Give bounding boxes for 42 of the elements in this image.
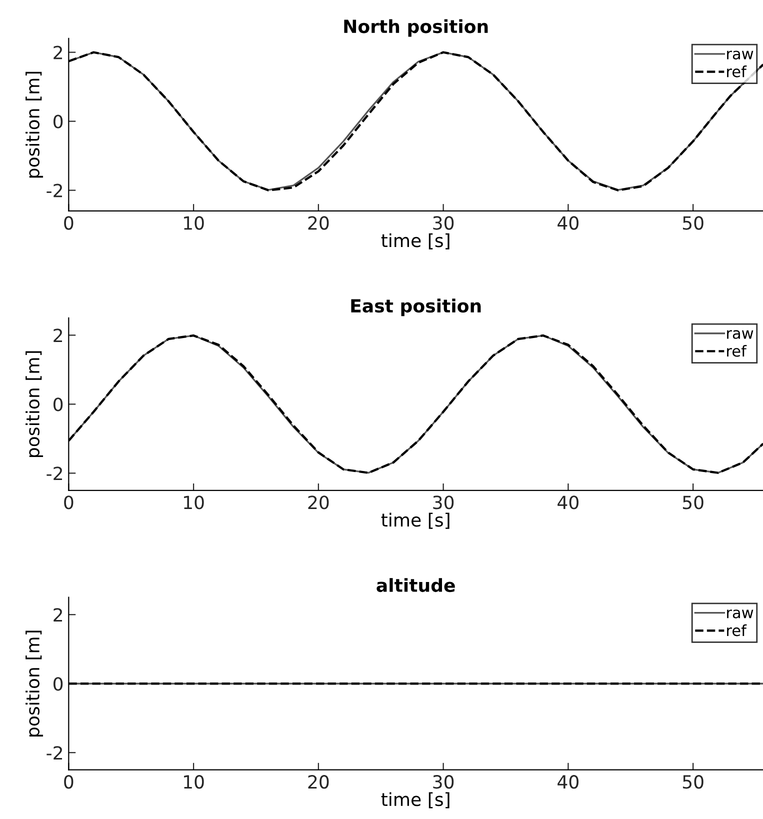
legend-label: raw (727, 50, 754, 60)
x-tick-label: 50 (682, 216, 704, 230)
x-tick-label: 50 (682, 775, 704, 789)
chart-title: altitude (376, 578, 455, 592)
y-tick-label: -2 (46, 466, 62, 480)
x-tick-label: 0 (64, 216, 74, 230)
x-tick-label: 30 (433, 216, 454, 230)
x-tick-label: 0 (64, 775, 74, 789)
x-tick-label: 20 (308, 496, 329, 510)
chart-title: East position (351, 298, 481, 316)
x-tick-label: 40 (558, 216, 578, 230)
x-tick-label: 30 (433, 496, 454, 510)
x-tick-label: 40 (558, 496, 578, 510)
y-tick-label: 2 (54, 328, 62, 342)
y-tick-label: 2 (54, 46, 62, 60)
y-axis-title: position [m] (26, 351, 44, 458)
y-tick-label: 2 (54, 608, 62, 622)
x-axis-title: time [s] (381, 792, 450, 808)
x-tick-label: 20 (308, 216, 329, 230)
legend-label: raw (727, 610, 754, 618)
y-tick-label: 0 (54, 398, 63, 412)
y-axis-title: position [m] (26, 630, 44, 736)
y-tick-label: 0 (54, 677, 63, 691)
x-tick-label: 10 (184, 775, 204, 789)
y-axis-title: position [m] (26, 72, 44, 178)
y-tick-label: -2 (46, 184, 62, 198)
x-tick-label: 20 (308, 775, 329, 789)
chart-title: North position (344, 19, 488, 37)
legend-label: ref (727, 344, 747, 357)
x-tick-label: 40 (558, 775, 578, 789)
x-tick-label: 50 (682, 496, 704, 510)
x-axis-title: time [s] (381, 512, 450, 529)
y-tick-label: -2 (46, 746, 62, 760)
x-tick-label: 10 (184, 216, 204, 230)
legend-label: raw (727, 330, 754, 339)
y-tick-label: 0 (54, 114, 63, 128)
x-tick-label: 10 (184, 496, 204, 510)
legend-label: ref (727, 66, 747, 78)
legend-label: ref (727, 624, 747, 636)
x-tick-label: 30 (433, 775, 454, 789)
x-tick-label: 0 (64, 496, 74, 510)
x-axis-title: time [s] (381, 233, 450, 250)
